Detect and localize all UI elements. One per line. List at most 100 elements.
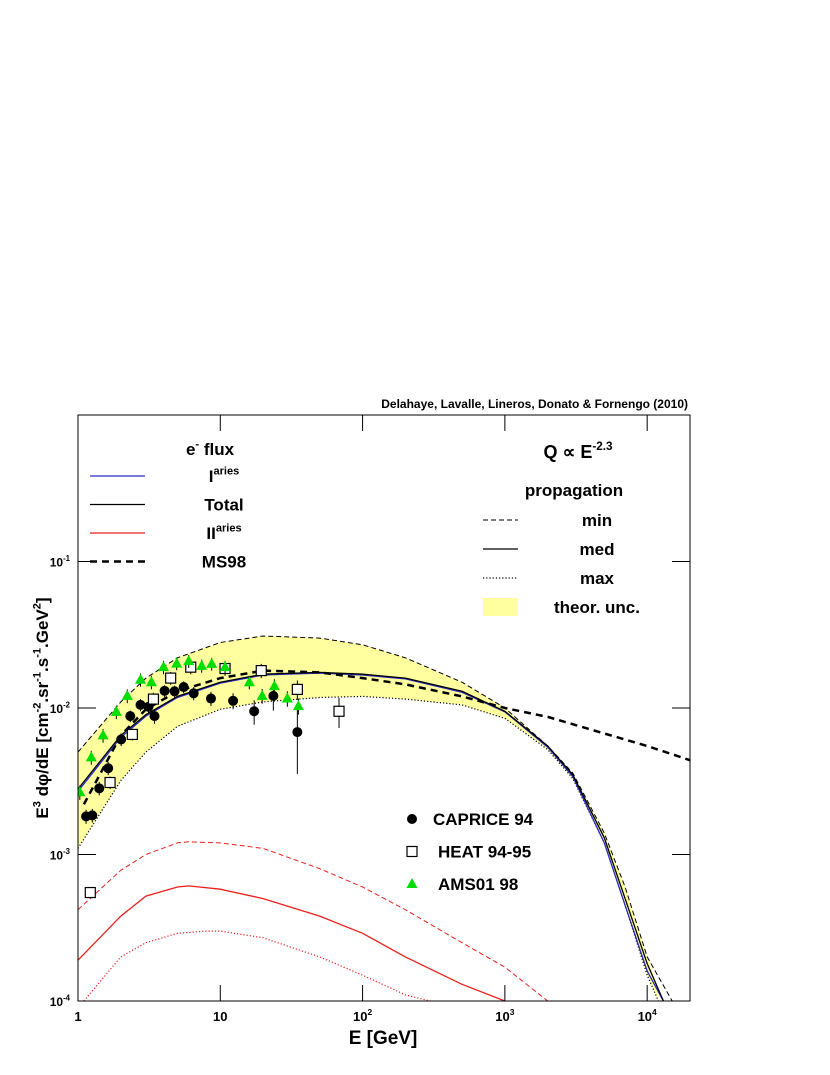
- chart-title: Delahaye, Lavalle, Lineros, Donato & For…: [381, 397, 688, 411]
- text-part: MS98: [202, 553, 246, 572]
- data-point: [165, 672, 177, 684]
- text-part: 1: [74, 1009, 81, 1024]
- text-part: E: [33, 807, 52, 818]
- superscript: -: [195, 438, 199, 450]
- data-point: [171, 657, 183, 668]
- text-part: II: [206, 524, 215, 543]
- text-part: 10: [353, 1009, 367, 1024]
- data-point: [196, 659, 208, 670]
- plot-area: [78, 635, 690, 1001]
- data-point: [292, 700, 304, 711]
- data-point: [158, 661, 170, 672]
- legend-swatch: [407, 814, 417, 824]
- text-part: .GeV: [33, 609, 52, 648]
- superscript: 4: [652, 1007, 657, 1017]
- x-tick-label: 102: [353, 1007, 372, 1024]
- data-point: [121, 689, 133, 700]
- data-point: [135, 673, 147, 684]
- text-part: 10: [50, 556, 64, 570]
- text-part: 10: [50, 702, 64, 716]
- data-point: [249, 706, 260, 717]
- curve: [78, 885, 506, 1001]
- text-part: .sr: [33, 681, 52, 702]
- text-part: I: [209, 467, 214, 486]
- data-point: [147, 693, 160, 705]
- legend-label: CAPRICE 94: [433, 810, 534, 829]
- data-point: [87, 810, 98, 821]
- legend-label: AMS01 98: [438, 875, 518, 894]
- curve: [78, 671, 664, 1001]
- curve: [83, 930, 431, 1001]
- data-point: [159, 685, 170, 696]
- data-point: [292, 727, 303, 738]
- data-point: [228, 695, 239, 706]
- superscript: -2: [63, 701, 71, 710]
- x-tick-label: 1: [74, 1009, 81, 1024]
- legend-title: propagation: [525, 481, 623, 500]
- y-tick-label: 10-4: [50, 994, 71, 1009]
- curve: [78, 672, 664, 1001]
- legend-label: Total: [204, 496, 243, 515]
- x-tick-label: 103: [495, 1007, 514, 1024]
- superscript: -1: [31, 672, 43, 682]
- data-point: [255, 665, 267, 677]
- text-part: ]: [33, 597, 52, 603]
- data-point: [268, 690, 279, 701]
- curve: [78, 695, 659, 1001]
- data-point: [256, 689, 268, 700]
- superscript: -3: [63, 847, 71, 856]
- data-point: [281, 692, 293, 703]
- data-point: [145, 676, 157, 687]
- superscript: -2.3: [592, 440, 613, 453]
- superscript: 3: [31, 801, 43, 807]
- data-point: [188, 688, 199, 699]
- data-point: [205, 693, 216, 704]
- legend-label: IIaries: [206, 522, 241, 543]
- data-point: [84, 886, 96, 899]
- data-point: [126, 728, 138, 741]
- data-point: [97, 729, 109, 740]
- legend-swatch: [483, 598, 518, 616]
- data-point: [85, 751, 97, 762]
- data-point: [110, 705, 122, 716]
- superscript: -1: [63, 554, 71, 563]
- legend-label: max: [580, 569, 615, 588]
- legend-label: MS98: [202, 553, 246, 572]
- legend-label: min: [582, 511, 612, 530]
- legend-swatch: [406, 878, 418, 888]
- data-point: [178, 682, 189, 693]
- data-point: [116, 734, 127, 745]
- data-point: [206, 657, 218, 668]
- data-point: [94, 783, 105, 794]
- data-point: [219, 661, 231, 672]
- legend-title: e- flux: [186, 438, 235, 459]
- y-tick-label: 10-3: [50, 847, 71, 862]
- text-part: 10: [495, 1009, 509, 1024]
- data-point: [135, 699, 146, 710]
- y-tick-label: 10-2: [50, 701, 71, 716]
- superscript: 3: [510, 1007, 515, 1017]
- text-part: 10: [50, 995, 64, 1009]
- superscript: aries: [216, 522, 242, 534]
- superscript: 2: [31, 603, 43, 609]
- data-point: [78, 786, 86, 797]
- legend-label: theor. unc.: [554, 598, 640, 617]
- legend-label: med: [580, 540, 615, 559]
- legend-label: Iaries: [209, 465, 240, 486]
- data-point: [125, 711, 136, 722]
- text-part: 10: [50, 849, 64, 863]
- superscript: 2: [367, 1007, 372, 1017]
- data-point: [268, 680, 280, 691]
- data-point: [169, 686, 180, 697]
- data-point: [149, 711, 160, 722]
- text-part: Total: [204, 496, 243, 515]
- superscript: aries: [213, 465, 239, 477]
- source-label: Q ∝ E-2.3: [543, 440, 613, 462]
- x-tick-label: 10: [213, 1009, 227, 1024]
- y-tick-label: 10-1: [50, 554, 71, 569]
- superscript: -2: [31, 703, 43, 713]
- data-point: [243, 676, 255, 687]
